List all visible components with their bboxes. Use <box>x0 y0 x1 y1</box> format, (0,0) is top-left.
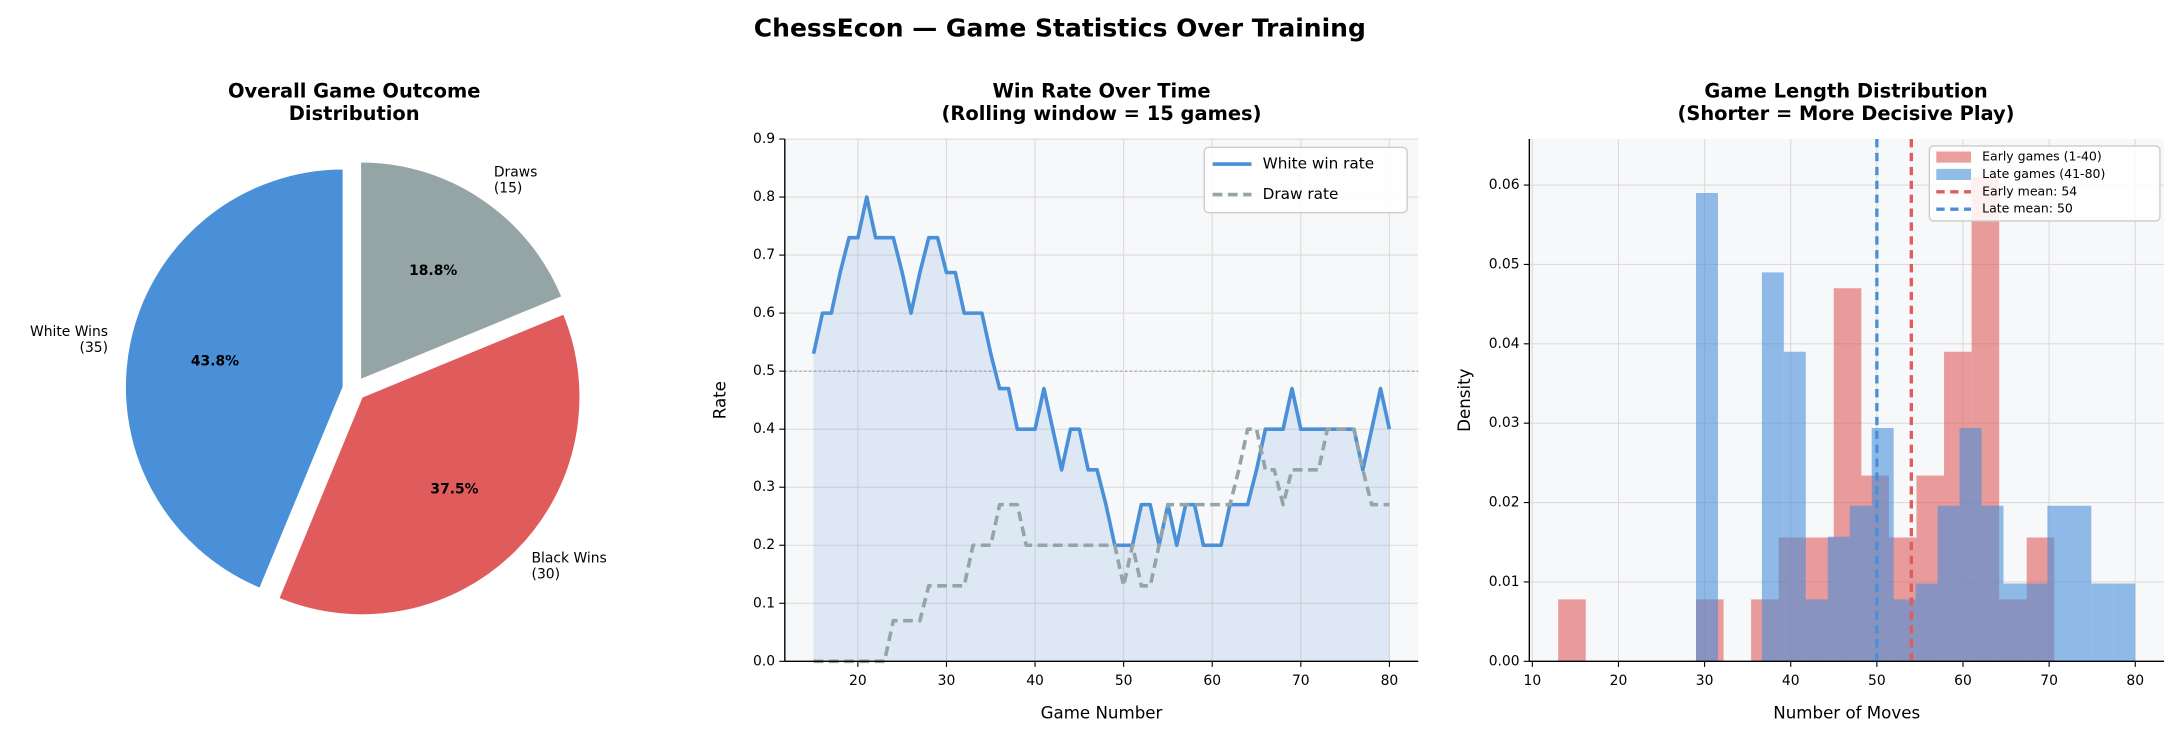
plot-background <box>784 139 1419 662</box>
histogram-bar <box>1805 599 1828 662</box>
histogram-bar <box>2025 583 2048 662</box>
x-tick-label: 20 <box>849 673 867 689</box>
x-axis-label: Game Number <box>1041 704 1163 723</box>
y-tick-label: 0.7 <box>753 247 775 263</box>
y-tick-label: 0.01 <box>1489 574 1520 590</box>
series-line <box>811 195 1392 548</box>
slice-percent: 18.8% <box>409 263 457 279</box>
y-tick-label: 0.04 <box>1489 336 1520 352</box>
histogram-bar <box>1915 583 1938 662</box>
slice-percent: 37.5% <box>430 482 478 498</box>
y-axis-label: Density <box>1455 368 1474 431</box>
legend-box <box>1928 145 2161 222</box>
pie-slice <box>124 168 344 590</box>
histogram-bar <box>2113 583 2136 662</box>
x-tick-label: 20 <box>1610 673 1628 689</box>
x-tick-label: 50 <box>1868 673 1886 689</box>
x-tick-label: 30 <box>1696 673 1714 689</box>
legend-label: Late games (41-80) <box>1982 166 2105 181</box>
histogram-bar <box>1558 599 1586 662</box>
y-tick-label: 0.4 <box>753 421 775 437</box>
x-tick-label: 70 <box>1292 673 1310 689</box>
x-tick-label: 80 <box>2126 673 2144 689</box>
slice-label: White Wins (35) <box>30 324 108 356</box>
x-tick-label: 10 <box>1524 673 1542 689</box>
x-tick-label: 80 <box>1381 673 1399 689</box>
y-tick-label: 0.05 <box>1489 256 1520 272</box>
y-tick-label: 0.3 <box>753 479 775 495</box>
y-tick-label: 0.2 <box>753 537 775 553</box>
x-tick-label: 40 <box>1026 673 1044 689</box>
y-tick-label: 0.8 <box>753 189 775 205</box>
legend-label: Early games (1-40) <box>1982 149 2102 164</box>
area-fill <box>813 197 1390 662</box>
y-tick-label: 0.06 <box>1489 177 1520 193</box>
chart-title: Overall Game Outcome Distribution <box>228 79 480 124</box>
figure-title: ChessEcon — Game Statistics Over Trainin… <box>754 13 1366 42</box>
histogram-bar <box>1849 505 1872 662</box>
histogram-bar <box>2003 583 2026 662</box>
chart-title: Game Length Distribution (Shorter = More … <box>1677 79 2014 124</box>
legend-swatch <box>1936 151 1972 163</box>
x-tick-label: 60 <box>1203 673 1221 689</box>
y-tick-label: 0.0 <box>753 653 775 669</box>
series-line <box>813 427 1390 664</box>
legend-label: Late mean: 50 <box>1982 201 2073 216</box>
x-axis-label: Number of Moves <box>1773 704 1920 723</box>
x-tick-label: 30 <box>938 673 956 689</box>
chart-title: Win Rate Over Time (Rolling window = 15 g… <box>942 79 1262 124</box>
slice-label: Black Wins (30) <box>532 551 607 583</box>
y-tick-label: 0.00 <box>1489 653 1520 669</box>
histogram-bar <box>1695 193 1718 662</box>
pie-slice <box>277 312 581 616</box>
histogram-bar <box>2047 505 2070 662</box>
y-tick-label: 0.1 <box>753 595 775 611</box>
histogram-bar <box>1761 272 1784 662</box>
y-axis-label: Rate <box>710 381 729 419</box>
histogram-bar <box>1937 505 1960 662</box>
histogram-bar <box>1783 351 1806 662</box>
legend-label: Draw rate <box>1263 185 1339 203</box>
y-tick-label: 0.02 <box>1489 495 1520 511</box>
histogram-bar <box>2091 583 2114 662</box>
y-tick-label: 0.03 <box>1489 415 1520 431</box>
y-tick-label: 0.9 <box>753 131 775 147</box>
y-tick-label: 0.5 <box>753 363 775 379</box>
x-tick-label: 50 <box>1115 673 1133 689</box>
histogram-bar <box>2069 505 2092 662</box>
legend-label: Early mean: 54 <box>1982 183 2077 198</box>
slice-label: Draws (15) <box>494 165 537 197</box>
histogram-bar <box>1871 427 1894 662</box>
legend-label: White win rate <box>1263 155 1375 173</box>
slice-percent: 43.8% <box>191 353 239 369</box>
pie-slice <box>359 161 563 381</box>
histogram-bar <box>1827 536 1850 662</box>
x-tick-label: 40 <box>1782 673 1800 689</box>
x-tick-label: 60 <box>1954 673 1972 689</box>
histogram-bar <box>1981 505 2004 662</box>
x-tick-label: 70 <box>2040 673 2058 689</box>
y-tick-label: 0.6 <box>753 305 775 321</box>
histogram-bar <box>1959 427 1982 662</box>
legend-swatch <box>1936 168 1972 181</box>
legend-box <box>1203 146 1408 214</box>
